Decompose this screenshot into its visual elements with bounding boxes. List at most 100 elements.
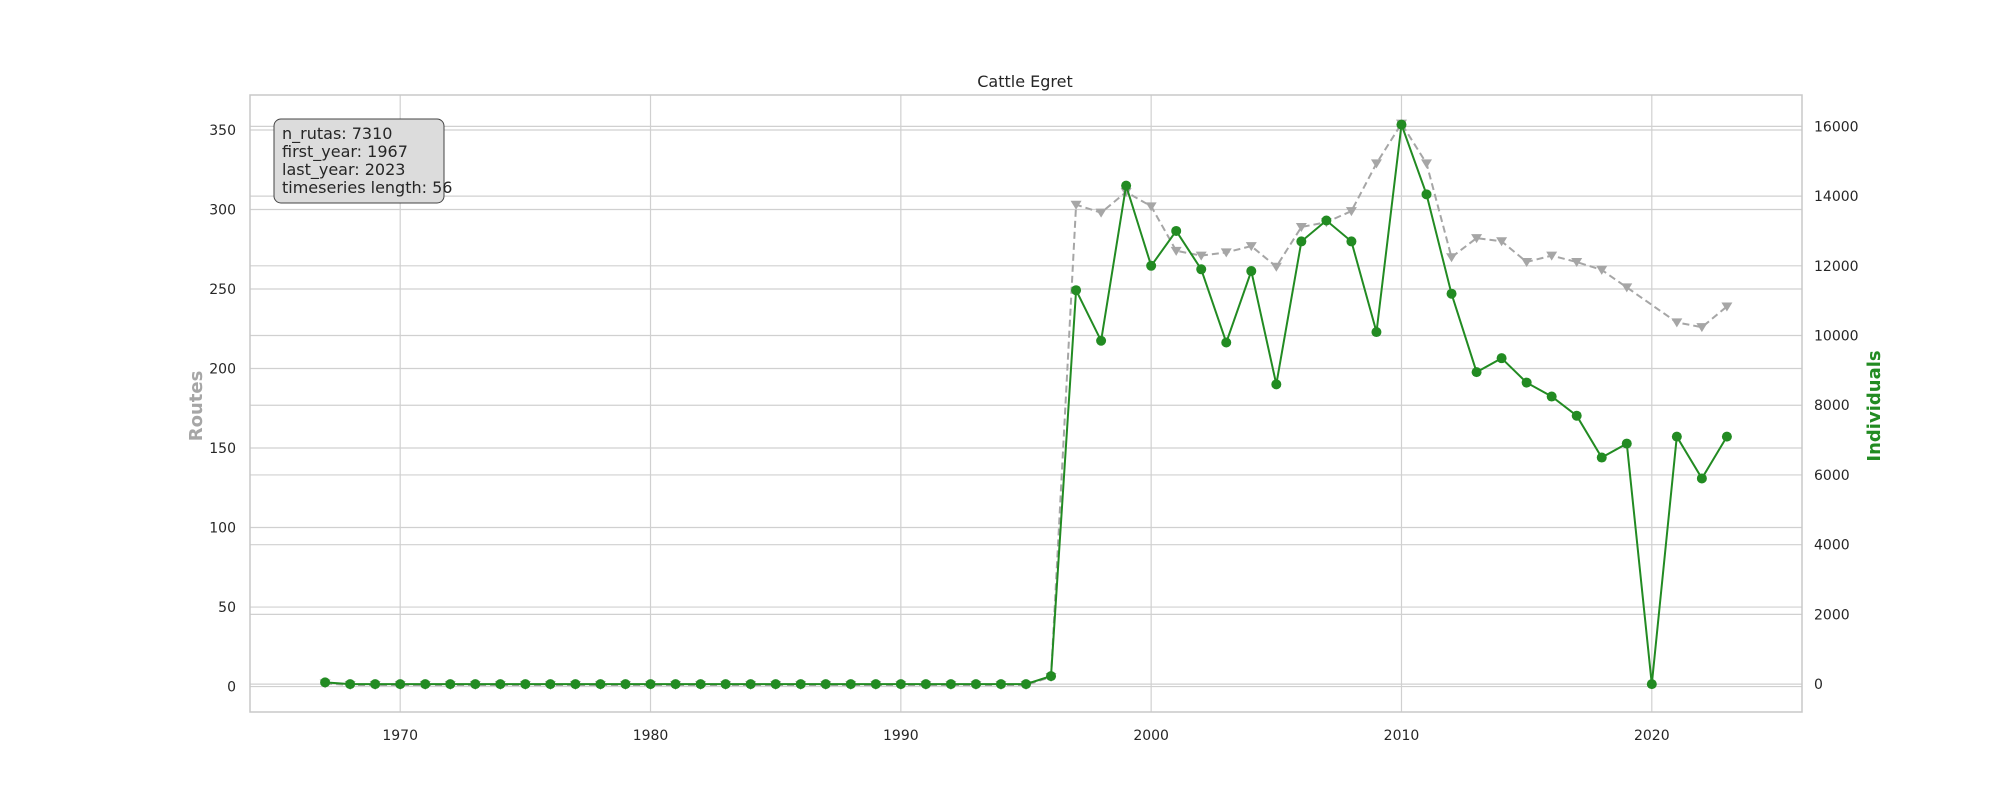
point-individuals — [395, 679, 406, 690]
point-individuals — [1646, 679, 1657, 690]
point-individuals — [720, 679, 731, 690]
y-left-tick-label: 0 — [227, 680, 236, 696]
point-routes — [1546, 251, 1558, 261]
point-individuals — [670, 679, 681, 690]
y-right-tick-label: 0 — [1814, 677, 1823, 693]
series-individuals — [320, 119, 1732, 690]
point-individuals — [320, 677, 331, 688]
point-routes — [1521, 257, 1533, 267]
point-individuals — [1296, 236, 1307, 247]
point-routes — [1421, 159, 1433, 169]
point-individuals — [370, 679, 381, 690]
point-individuals — [770, 679, 781, 690]
x-tick-label: 2020 — [1634, 728, 1670, 744]
point-individuals — [1421, 189, 1432, 200]
point-individuals — [1546, 391, 1557, 402]
point-individuals — [695, 679, 706, 690]
point-routes — [1195, 251, 1207, 261]
y-right-tick-label: 14000 — [1814, 189, 1859, 205]
point-routes — [1471, 234, 1483, 244]
y-right-tick-label: 4000 — [1814, 538, 1850, 554]
point-individuals — [1271, 379, 1282, 390]
point-routes — [1345, 207, 1357, 217]
point-individuals — [1696, 473, 1707, 484]
point-routes — [1621, 283, 1633, 293]
point-individuals — [1196, 264, 1207, 275]
point-individuals — [1496, 353, 1507, 364]
point-routes — [1496, 237, 1508, 247]
point-individuals — [620, 679, 631, 690]
point-routes — [1095, 208, 1107, 218]
x-tick-label: 2010 — [1384, 728, 1420, 744]
point-routes — [1220, 248, 1232, 258]
point-routes — [1245, 242, 1257, 252]
point-individuals — [1621, 438, 1632, 449]
point-individuals — [1671, 431, 1682, 442]
info-line-n-rutas: n_rutas: 7310 — [282, 124, 392, 144]
point-individuals — [1321, 215, 1332, 226]
info-box: n_rutas: 7310 first_year: 1967 last_year… — [273, 118, 452, 204]
y-right-tick-label: 6000 — [1814, 468, 1850, 484]
info-line-timeseries-length: timeseries length: 56 — [282, 178, 452, 197]
x-tick-label: 1970 — [382, 728, 418, 744]
chart-title: Cattle Egret — [977, 72, 1073, 91]
point-individuals — [920, 679, 931, 690]
info-line-first-year: first_year: 1967 — [282, 142, 408, 162]
point-individuals — [1446, 288, 1457, 299]
point-individuals — [1021, 679, 1031, 690]
point-individuals — [495, 679, 506, 690]
plot-frame — [249, 94, 1803, 713]
y-right-tick-label: 2000 — [1814, 607, 1850, 623]
info-box-background — [273, 118, 445, 204]
point-individuals — [1071, 285, 1082, 296]
y-right-tick-label: 12000 — [1814, 259, 1859, 275]
point-individuals — [995, 679, 1006, 690]
series-layer — [319, 119, 1733, 690]
point-individuals — [820, 679, 831, 690]
point-individuals — [420, 679, 431, 690]
point-routes — [1446, 253, 1458, 263]
point-individuals — [1046, 671, 1057, 682]
point-individuals — [520, 679, 531, 690]
point-individuals — [645, 679, 656, 690]
point-routes — [1596, 265, 1608, 275]
point-individuals — [595, 679, 606, 690]
point-routes — [1170, 246, 1182, 256]
point-individuals — [1721, 431, 1732, 442]
y-left-tick-label: 350 — [209, 123, 236, 139]
y-right-tick-label: 16000 — [1814, 119, 1859, 135]
point-individuals — [1096, 335, 1107, 346]
point-individuals — [445, 679, 456, 690]
info-line-last-year: last_year: 2023 — [282, 160, 405, 180]
y-axis-left-label: Routes — [186, 371, 207, 442]
y-left-tick-label: 50 — [218, 600, 236, 616]
point-routes — [1145, 202, 1157, 212]
point-routes — [1370, 159, 1382, 169]
point-individuals — [1246, 266, 1257, 277]
ticks: 1970 1980 1990 2000 2010 2020 0 50 100 150 200 250 3… — [209, 119, 1858, 744]
y-left-tick-label: 300 — [209, 202, 236, 218]
point-individuals — [1371, 327, 1382, 338]
point-individuals — [795, 679, 806, 690]
point-individuals — [745, 679, 756, 690]
point-individuals — [1346, 236, 1357, 247]
point-individuals — [870, 679, 881, 690]
point-individuals — [845, 679, 856, 690]
point-individuals — [570, 679, 581, 690]
point-routes — [1721, 302, 1733, 312]
point-routes — [1070, 200, 1082, 210]
y-right-tick-label: 10000 — [1814, 329, 1859, 345]
point-routes — [1270, 262, 1282, 272]
point-individuals — [345, 679, 356, 690]
point-routes — [1671, 318, 1683, 328]
x-tick-label: 2000 — [1133, 728, 1169, 744]
y-right-tick-label: 8000 — [1814, 398, 1850, 414]
point-routes — [1295, 222, 1307, 232]
point-individuals — [1146, 260, 1157, 271]
point-routes — [1571, 257, 1583, 267]
x-tick-label: 1990 — [883, 728, 919, 744]
point-individuals — [1121, 180, 1132, 191]
point-individuals — [1521, 377, 1532, 388]
y-left-tick-label: 100 — [209, 521, 236, 537]
point-routes — [1696, 323, 1708, 333]
